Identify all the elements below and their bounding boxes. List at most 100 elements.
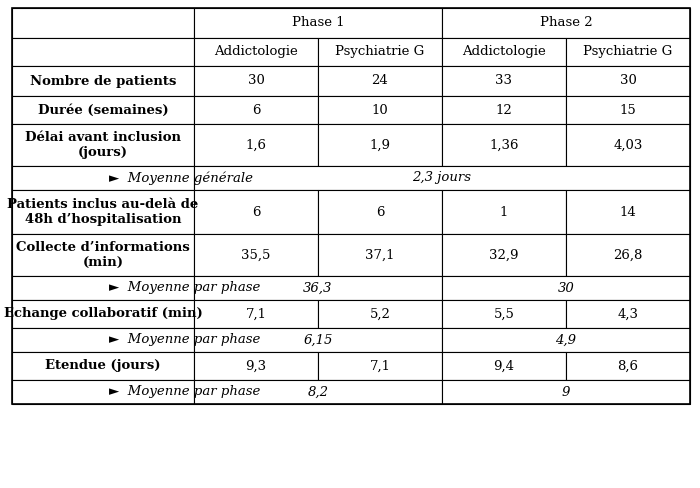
Text: 9,3: 9,3	[246, 360, 267, 372]
Text: 7,1: 7,1	[246, 307, 267, 321]
Bar	[194, 190, 318, 234]
Text: Collecte d’informations
(min): Collecte d’informations (min)	[16, 241, 190, 269]
Text: 2,3 jours: 2,3 jours	[412, 171, 472, 184]
Bar	[12, 300, 194, 328]
Bar	[194, 328, 442, 352]
Text: ►  Moyenne par phase: ► Moyenne par phase	[109, 386, 260, 399]
Text: Etendue (jours): Etendue (jours)	[46, 360, 161, 372]
Bar	[442, 124, 566, 166]
Bar	[12, 66, 194, 96]
Bar	[318, 124, 442, 166]
Text: 9,4: 9,4	[494, 360, 514, 372]
Bar	[442, 300, 566, 328]
Text: Phase 1: Phase 1	[292, 17, 344, 29]
Text: 9: 9	[562, 386, 570, 399]
Bar	[318, 352, 442, 380]
Bar	[442, 38, 566, 66]
Bar	[194, 352, 318, 380]
Text: 4,3: 4,3	[617, 307, 638, 321]
Text: Délai avant inclusion
(jours): Délai avant inclusion (jours)	[25, 131, 181, 159]
Bar	[194, 38, 318, 66]
Text: 1,36: 1,36	[489, 139, 519, 151]
Text: 5,2: 5,2	[370, 307, 391, 321]
Bar	[566, 96, 690, 124]
Text: 30: 30	[620, 75, 636, 87]
Text: 30: 30	[248, 75, 265, 87]
Text: 37,1: 37,1	[365, 248, 395, 262]
Text: 8,2: 8,2	[307, 386, 328, 399]
Bar	[566, 300, 690, 328]
Text: 6: 6	[252, 103, 260, 117]
Bar	[318, 190, 442, 234]
Bar	[12, 96, 194, 124]
Text: 4,03: 4,03	[613, 139, 643, 151]
Bar	[194, 166, 690, 190]
Text: 14: 14	[620, 205, 636, 219]
Text: Phase 2: Phase 2	[540, 17, 592, 29]
Bar	[12, 8, 690, 404]
Bar	[318, 66, 442, 96]
Text: 4,9: 4,9	[556, 333, 577, 346]
Bar	[318, 96, 442, 124]
Bar	[442, 8, 690, 38]
Bar	[194, 234, 318, 276]
Bar	[442, 328, 690, 352]
Text: Patients inclus au-delà de
48h d’hospitalisation: Patients inclus au-delà de 48h d’hospita…	[8, 198, 199, 226]
Text: 12: 12	[496, 103, 512, 117]
Bar	[318, 300, 442, 328]
Bar	[442, 190, 566, 234]
Text: Echange collaboratif (min): Echange collaboratif (min)	[4, 307, 202, 321]
Text: ►  Moyenne générale: ► Moyenne générale	[109, 171, 253, 185]
Text: Addictologie: Addictologie	[214, 45, 298, 59]
Bar	[194, 124, 318, 166]
Bar	[194, 66, 318, 96]
Text: 1,9: 1,9	[370, 139, 391, 151]
Text: 36,3: 36,3	[303, 282, 332, 294]
Bar	[442, 276, 690, 300]
Bar	[566, 352, 690, 380]
Bar	[12, 276, 194, 300]
Text: 24: 24	[372, 75, 389, 87]
Bar	[12, 352, 194, 380]
Text: 30: 30	[558, 282, 575, 294]
Bar	[442, 234, 566, 276]
Bar	[566, 124, 690, 166]
Bar	[442, 66, 566, 96]
Text: 26,8: 26,8	[613, 248, 643, 262]
Bar	[318, 234, 442, 276]
Text: 1,6: 1,6	[246, 139, 267, 151]
Bar	[194, 276, 442, 300]
Bar	[442, 380, 690, 404]
Text: Addictologie: Addictologie	[462, 45, 546, 59]
Text: Psychiatrie G: Psychiatrie G	[583, 45, 673, 59]
Bar	[194, 300, 318, 328]
Text: 8,6: 8,6	[617, 360, 638, 372]
Text: 6: 6	[376, 205, 384, 219]
Text: ►  Moyenne par phase: ► Moyenne par phase	[109, 333, 260, 346]
Bar	[12, 124, 194, 166]
Bar	[566, 234, 690, 276]
Bar	[566, 66, 690, 96]
Text: ►  Moyenne par phase: ► Moyenne par phase	[109, 282, 260, 294]
Bar	[442, 352, 566, 380]
Text: 1: 1	[500, 205, 508, 219]
Text: Durée (semaines): Durée (semaines)	[38, 103, 168, 117]
Text: 15: 15	[620, 103, 636, 117]
Text: 33: 33	[496, 75, 512, 87]
Bar	[194, 96, 318, 124]
Bar	[12, 380, 194, 404]
Text: 6,15: 6,15	[303, 333, 332, 346]
Text: 6: 6	[252, 205, 260, 219]
Bar	[194, 8, 442, 38]
Bar	[194, 380, 442, 404]
Bar	[318, 38, 442, 66]
Text: 35,5: 35,5	[241, 248, 271, 262]
Bar	[12, 328, 194, 352]
Bar	[442, 96, 566, 124]
Text: Psychiatrie G: Psychiatrie G	[335, 45, 425, 59]
Text: 7,1: 7,1	[370, 360, 391, 372]
Bar	[566, 38, 690, 66]
Text: 32,9: 32,9	[489, 248, 519, 262]
Text: Nombre de patients: Nombre de patients	[30, 75, 176, 87]
Bar	[12, 166, 194, 190]
